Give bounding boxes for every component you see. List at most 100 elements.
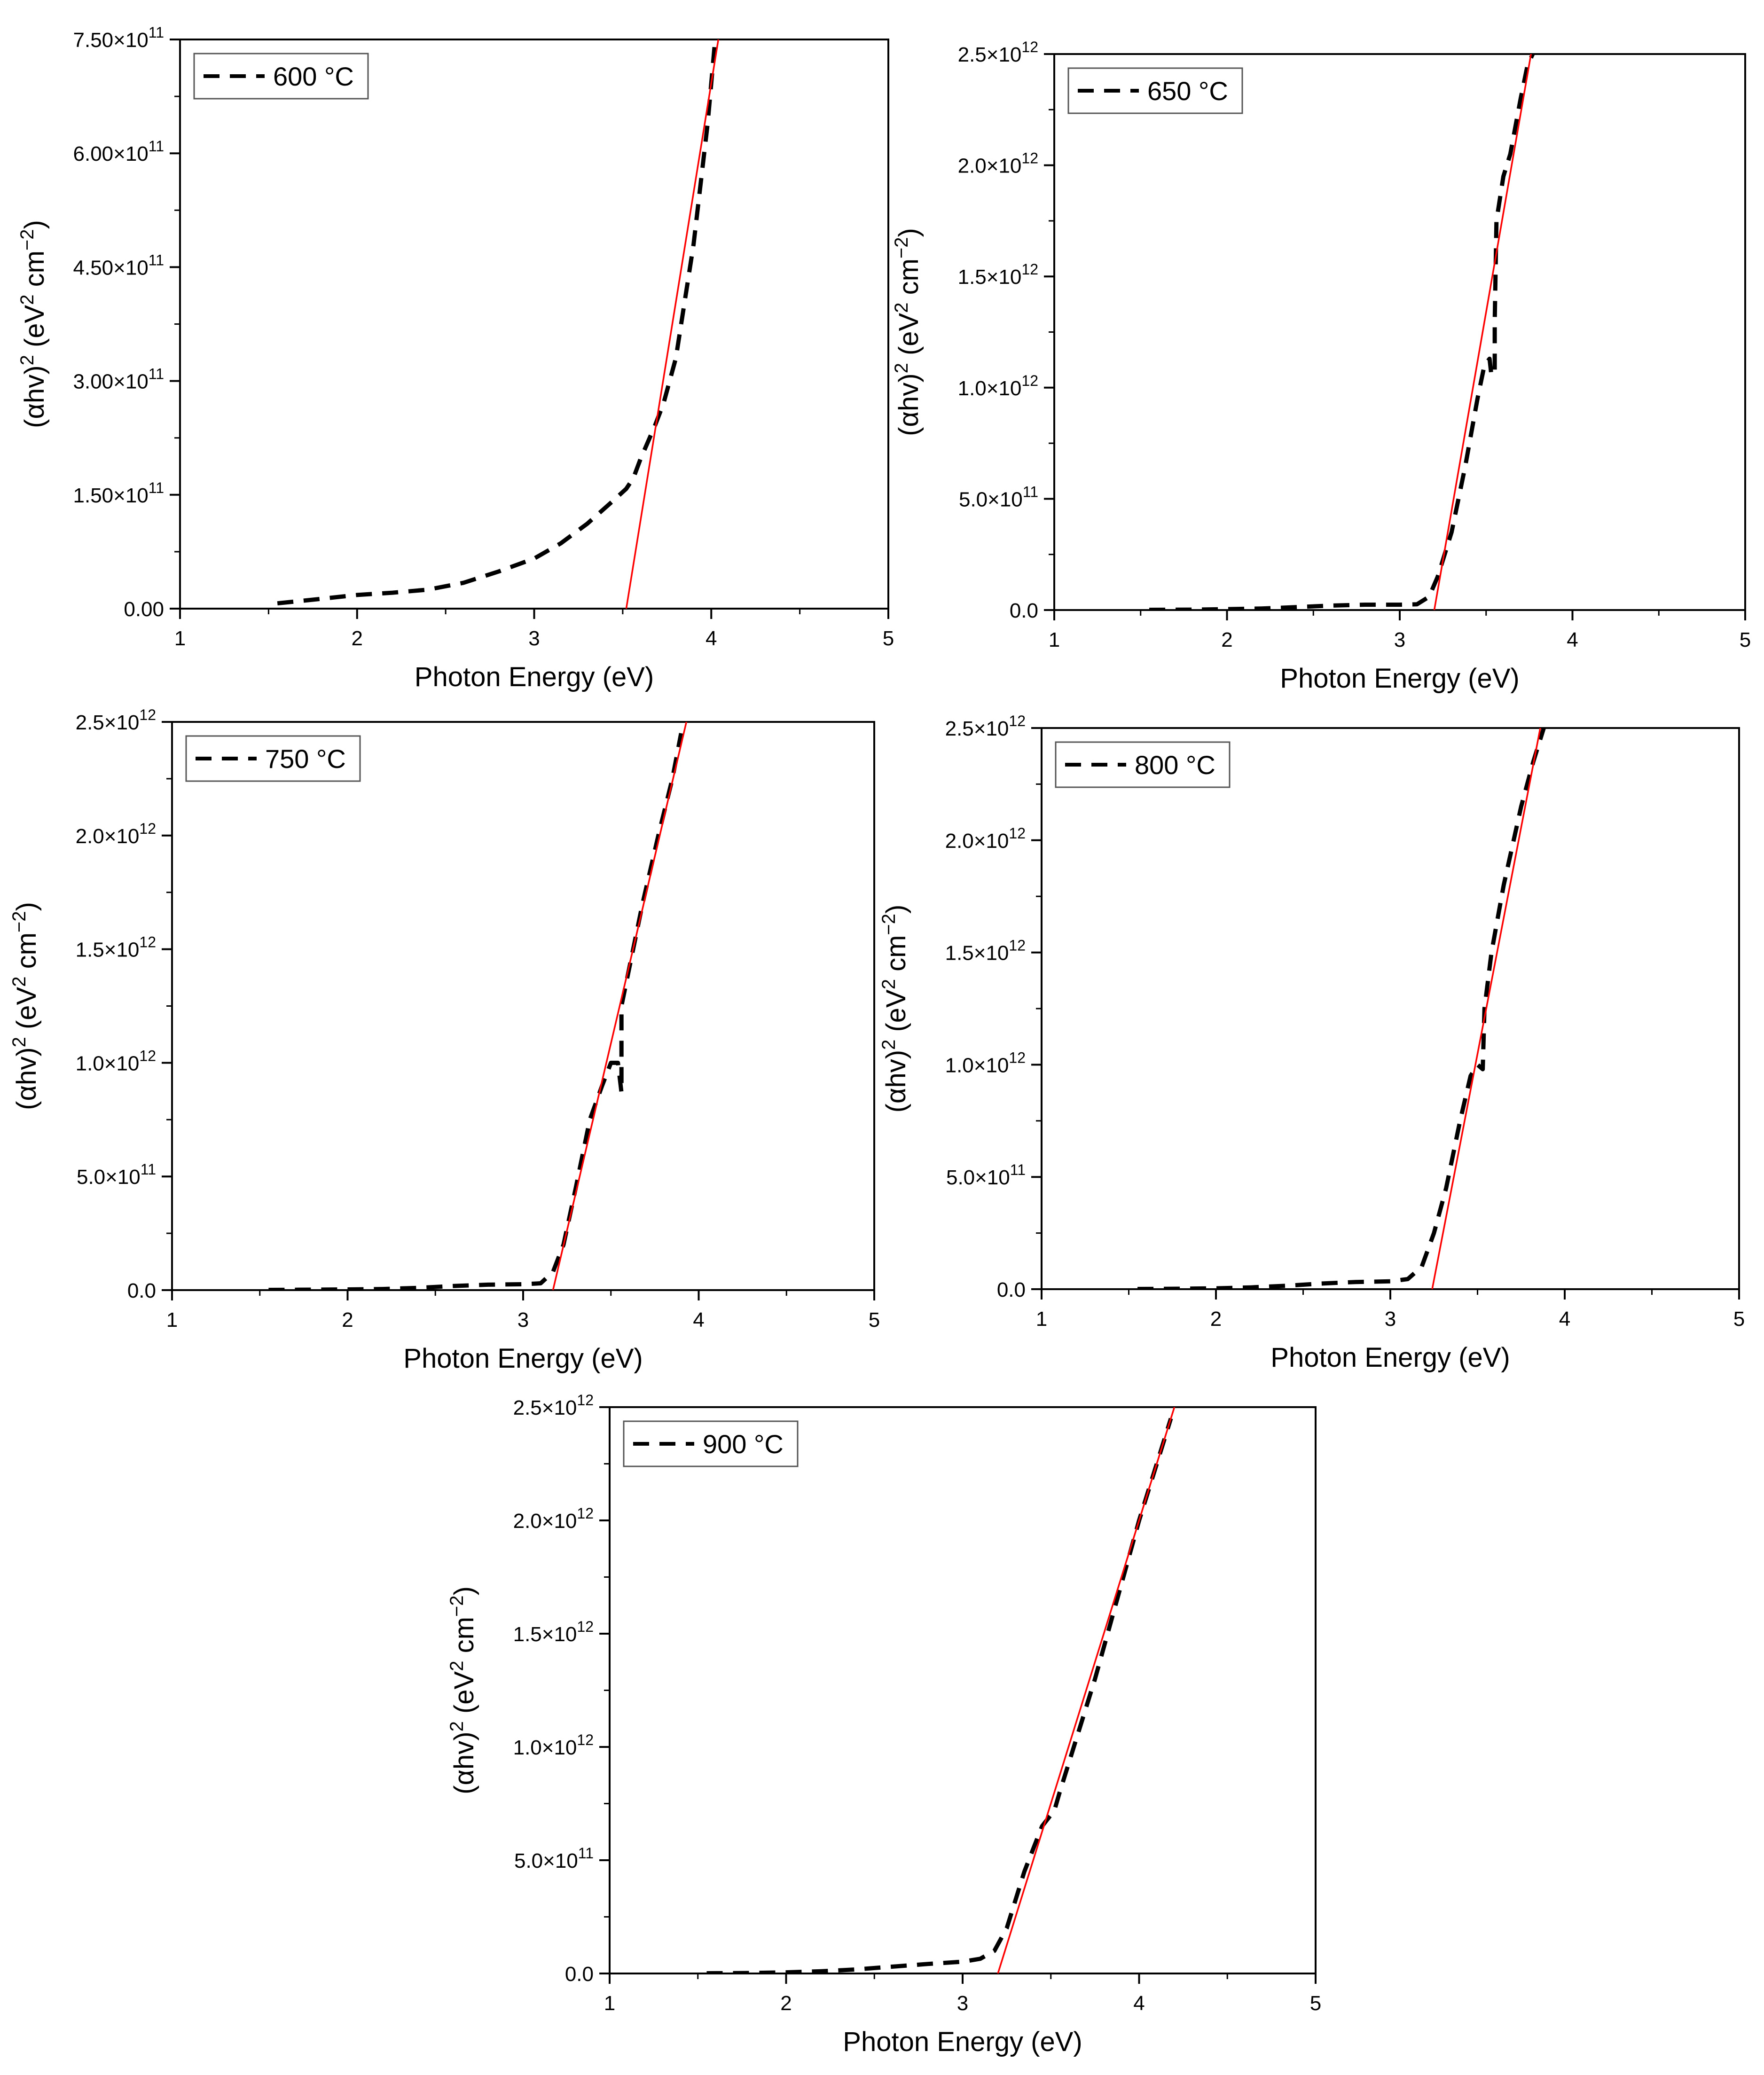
y-tick-label: 2.5×1012: [958, 39, 1038, 66]
y-tick-label: 0.0: [127, 1279, 156, 1302]
x-axis-title: Photon Energy (eV): [843, 2027, 1082, 2057]
x-tick-label: 4: [706, 627, 717, 650]
y-tick-label: 0.0: [997, 1278, 1026, 1301]
plot-frame: [171, 721, 875, 1291]
x-tick-label: 5: [869, 1308, 880, 1331]
x-tick-label: 1: [1036, 1308, 1047, 1331]
y-tick-label: 1.0×1012: [958, 372, 1038, 400]
y-tick-label: 5.0×1011: [946, 1161, 1026, 1189]
data-series-line: [268, 733, 683, 1290]
chart-panel-5: 1 2 3 4 5 0.0 5.0×1011 1.0×1012 1.5×1012 2.0×1012…: [447, 1392, 1321, 2057]
y-tick-label: 1.50×1011: [73, 479, 165, 507]
fit-line: [1431, 728, 1541, 1289]
fit-line: [1433, 54, 1532, 610]
x-tick-label: 3: [1385, 1308, 1396, 1331]
y-axis-title: (αhv)2 (eV2 cm−2): [17, 220, 50, 428]
x-tick-label: 3: [957, 1992, 968, 2015]
x-tick-label: 2: [342, 1308, 353, 1331]
x-tick-label: 2: [780, 1992, 792, 2015]
x-tick-label: 3: [1394, 628, 1405, 651]
y-tick-label: 0.00: [124, 598, 164, 621]
x-tick-label: 2: [1210, 1308, 1222, 1331]
legend: 800 °C: [1055, 741, 1231, 788]
y-tick-label: 2.5×1012: [945, 713, 1026, 740]
x-tick-label: 4: [1133, 1992, 1145, 2015]
legend-box: [193, 53, 369, 100]
x-tick-label: 1: [604, 1992, 615, 2015]
chart-panel-2: 1 2 3 4 5 0.0 5.0×1011 1.0×1012 1.5×1012 2.0×1012…: [891, 39, 1751, 694]
legend: 600 °C: [193, 53, 369, 100]
x-tick-label: 3: [517, 1308, 529, 1331]
y-axis-title: (αhv)2 (eV2 cm−2): [891, 228, 924, 436]
y-axis-title: (αhv)2 (eV2 cm−2): [878, 905, 911, 1113]
chart-panel-3: 1 2 3 4 5 0.0 5.0×1011 1.0×1012 1.5×1012 2.0×1012…: [9, 706, 880, 1374]
y-tick-label: 2.0×1012: [76, 820, 156, 848]
data-series-line: [277, 43, 717, 606]
y-tick-label: 6.00×1011: [73, 138, 165, 165]
legend-label: 900 °C: [703, 1429, 784, 1459]
y-tick-label: 5.0×1011: [77, 1161, 156, 1189]
data-series-line: [1149, 54, 1535, 610]
x-tick-label: 4: [693, 1308, 704, 1331]
legend-box: [623, 1420, 799, 1467]
y-tick-label: 2.5×1012: [513, 1392, 594, 1419]
x-tick-label: 5: [1310, 1992, 1321, 2015]
plot-frame: [1041, 727, 1740, 1290]
x-tick-label: 1: [174, 627, 186, 650]
y-tick-label: 3.00×1011: [73, 366, 165, 393]
plot-frame: [609, 1406, 1317, 1974]
y-tick-label: 2.5×1012: [76, 706, 156, 734]
legend-label: 600 °C: [273, 62, 354, 91]
y-tick-label: 5.0×1011: [959, 483, 1038, 511]
x-tick-label: 5: [1740, 628, 1751, 651]
chart-panel-1: 1 2 3 4 5 0.00 1.50×1011 3.00×1011 4.50×1011 6.00…: [17, 24, 894, 692]
legend-box: [1055, 741, 1231, 788]
y-tick-label: 2.0×1012: [513, 1505, 594, 1533]
y-tick-label: 1.5×1012: [76, 934, 156, 962]
x-axis-title: Photon Energy (eV): [415, 662, 654, 692]
y-axis-title: (αhv)2 (eV2 cm−2): [9, 902, 42, 1110]
legend: 750 °C: [185, 735, 361, 782]
y-tick-label: 1.5×1012: [513, 1618, 594, 1646]
legend-label: 800 °C: [1135, 750, 1215, 780]
y-tick-label: 1.5×1012: [958, 261, 1038, 289]
y-tick-label: 1.5×1012: [945, 937, 1026, 965]
x-tick-label: 1: [166, 1308, 178, 1331]
x-axis-title: Photon Energy (eV): [1280, 663, 1519, 694]
y-axis-title: (αhv)2 (eV2 cm−2): [447, 1586, 479, 1794]
x-axis-title: Photon Energy (eV): [403, 1343, 643, 1374]
x-tick-label: 4: [1567, 628, 1578, 651]
data-series-line: [706, 1417, 1173, 1973]
x-tick-label: 3: [528, 627, 540, 650]
y-tick-label: 5.0×1011: [514, 1845, 594, 1872]
x-tick-label: 4: [1559, 1308, 1570, 1331]
y-tick-label: 1.0×1012: [945, 1049, 1026, 1077]
legend: 900 °C: [623, 1420, 799, 1467]
y-tick-label: 4.50×1011: [73, 251, 165, 279]
y-tick-label: 1.0×1012: [76, 1047, 156, 1075]
fit-line: [552, 722, 688, 1290]
x-axis-title: Photon Energy (eV): [1270, 1342, 1510, 1373]
y-tick-label: 2.0×1012: [945, 825, 1026, 853]
fit-line: [997, 1407, 1176, 1973]
data-series-line: [1137, 728, 1546, 1289]
y-tick-label: 2.0×1012: [958, 150, 1038, 178]
x-tick-label: 5: [883, 627, 894, 650]
y-tick-label: 7.50×1011: [73, 24, 165, 52]
x-tick-label: 5: [1733, 1308, 1745, 1331]
legend-label: 750 °C: [265, 744, 346, 774]
legend: 650 °C: [1067, 67, 1243, 114]
y-tick-label: 0.0: [1010, 599, 1038, 622]
plot-frame: [179, 39, 889, 610]
legend-box: [1067, 67, 1243, 114]
x-tick-label: 2: [352, 627, 363, 650]
plot-frame: [1053, 53, 1746, 611]
x-tick-label: 2: [1221, 628, 1232, 651]
fit-line: [625, 39, 720, 609]
legend-box: [185, 735, 361, 782]
x-tick-label: 1: [1049, 628, 1060, 651]
y-tick-label: 1.0×1012: [513, 1731, 594, 1759]
chart-panel-4: 1 2 3 4 5 0.0 5.0×1011 1.0×1012 1.5×1012 2.0×1012…: [878, 713, 1745, 1373]
y-tick-label: 0.0: [565, 1963, 594, 1986]
